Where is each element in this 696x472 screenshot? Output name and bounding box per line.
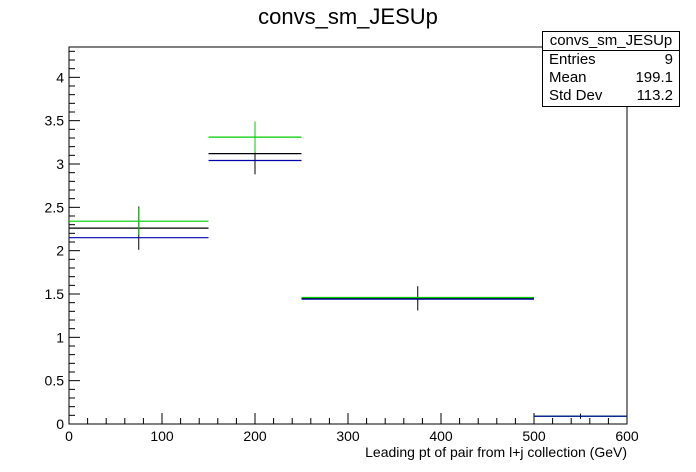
stats-mean-value: 199.1 [635, 69, 673, 86]
x-tick-label: 200 [243, 428, 267, 444]
stats-stddev-value: 113.2 [636, 87, 673, 104]
y-tick-label: 0.5 [45, 373, 65, 389]
stats-entries-value: 9 [664, 51, 673, 68]
x-axis-title: Leading pt of pair from l+j collection (… [365, 444, 627, 460]
y-tick-label: 2 [56, 243, 64, 259]
stats-stddev-row: Std Dev 113.2 [543, 87, 679, 105]
y-tick-label: 4 [56, 69, 64, 85]
chart-title: convs_sm_JESUp [258, 4, 438, 29]
x-tick-label: 400 [429, 428, 453, 444]
stats-stddev-label: Std Dev [549, 87, 603, 104]
x-tick-label: 500 [522, 428, 546, 444]
y-tick-label: 3.5 [45, 113, 65, 129]
y-tick-label: 1.5 [45, 286, 65, 302]
y-tick-label: 2.5 [45, 199, 65, 215]
stats-mean-label: Mean [549, 69, 587, 86]
x-tick-label: 600 [615, 428, 639, 444]
x-tick-label: 0 [65, 428, 73, 444]
stats-mean-row: Mean 199.1 [543, 69, 679, 87]
x-tick-label: 300 [336, 428, 360, 444]
x-tick-label: 100 [150, 428, 174, 444]
y-tick-label: 3 [56, 156, 64, 172]
stats-box: convs_sm_JESUp Entries 9 Mean 199.1 Std … [542, 31, 680, 107]
y-tick-label: 1 [56, 329, 64, 345]
stats-box-name: convs_sm_JESUp [543, 32, 679, 51]
stats-entries-row: Entries 9 [543, 51, 679, 69]
stats-entries-label: Entries [549, 51, 596, 68]
y-tick-label: 0 [56, 416, 64, 432]
